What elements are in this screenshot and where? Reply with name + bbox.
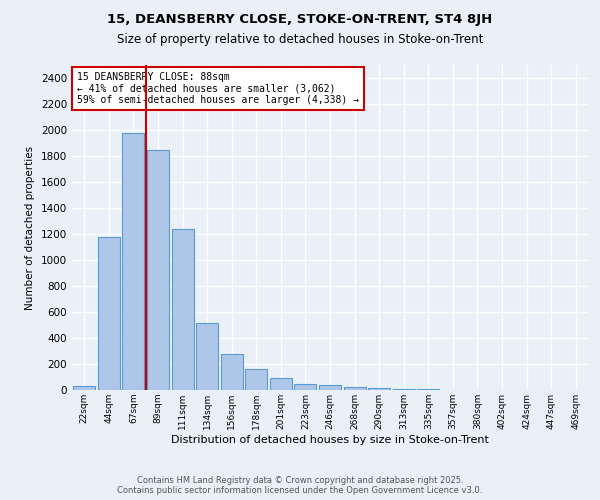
Bar — [344, 387, 365, 390]
Text: Contains HM Land Registry data © Crown copyright and database right 2025.
Contai: Contains HM Land Registry data © Crown c… — [118, 476, 482, 495]
Bar — [221, 354, 243, 390]
Bar — [122, 132, 145, 390]
Text: Size of property relative to detached houses in Stoke-on-Trent: Size of property relative to detached ho… — [117, 32, 483, 46]
Text: 15, DEANSBERRY CLOSE, STOKE-ON-TRENT, ST4 8JH: 15, DEANSBERRY CLOSE, STOKE-ON-TRENT, ST… — [107, 12, 493, 26]
Bar — [98, 238, 120, 390]
Bar — [196, 323, 218, 390]
Bar — [147, 150, 169, 390]
Bar — [319, 385, 341, 390]
Text: 15 DEANSBERRY CLOSE: 88sqm
← 41% of detached houses are smaller (3,062)
59% of s: 15 DEANSBERRY CLOSE: 88sqm ← 41% of deta… — [77, 72, 359, 104]
X-axis label: Distribution of detached houses by size in Stoke-on-Trent: Distribution of detached houses by size … — [171, 434, 489, 444]
Bar — [392, 388, 415, 390]
Bar — [73, 386, 95, 390]
Bar — [172, 229, 194, 390]
Bar — [245, 369, 268, 390]
Bar — [270, 378, 292, 390]
Y-axis label: Number of detached properties: Number of detached properties — [25, 146, 35, 310]
Bar — [368, 388, 390, 390]
Bar — [295, 384, 316, 390]
